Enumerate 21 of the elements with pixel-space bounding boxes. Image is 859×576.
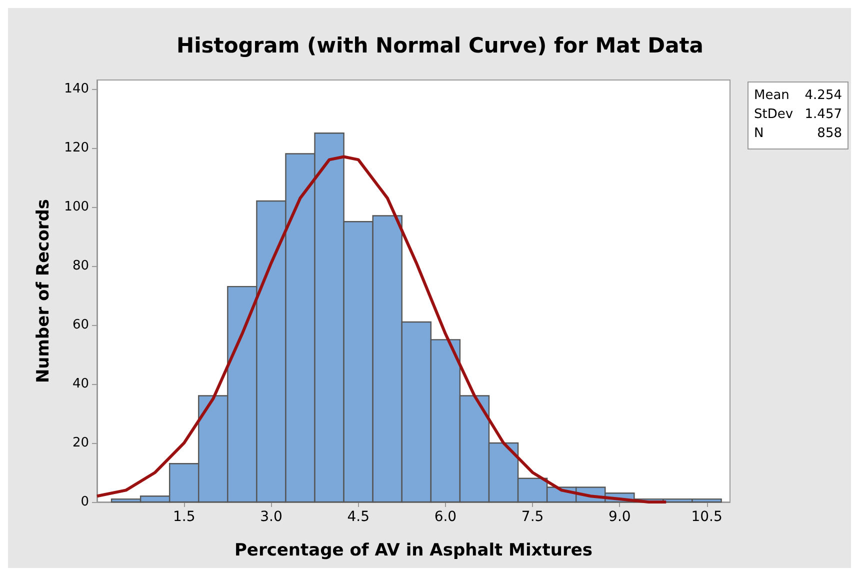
y-tick-label: 40 [72,376,89,392]
x-tick-label: 1.5 [172,509,196,525]
y-tick-label: 60 [72,317,89,332]
x-axis-title: Percentage of AV in Asphalt Mixtures [234,540,593,560]
x-tick-label: 7.5 [521,509,544,525]
text: N 858 [754,126,842,141]
chart-title: Histogram (with Normal Curve) for Mat Data [176,34,704,58]
x-tick-label: 10.5 [691,509,722,525]
y-axis-title: Number of Records [34,198,54,384]
y-tick-label: 20 [72,435,89,450]
x-tick-label: 3.0 [260,509,282,525]
x-tick-label: 4.5 [347,509,370,525]
y-tick-label: 120 [64,140,89,156]
text: StDev 1.457 [754,107,842,122]
x-tick-label: 6.0 [434,509,457,525]
text: Mean 4.254 [754,88,842,103]
y-tick-label: 140 [64,81,89,96]
y-tick-label: 100 [64,199,89,214]
y-tick-label: 80 [72,258,89,274]
y-tick-label: 0 [80,494,89,510]
x-tick-label: 9.0 [608,509,631,525]
